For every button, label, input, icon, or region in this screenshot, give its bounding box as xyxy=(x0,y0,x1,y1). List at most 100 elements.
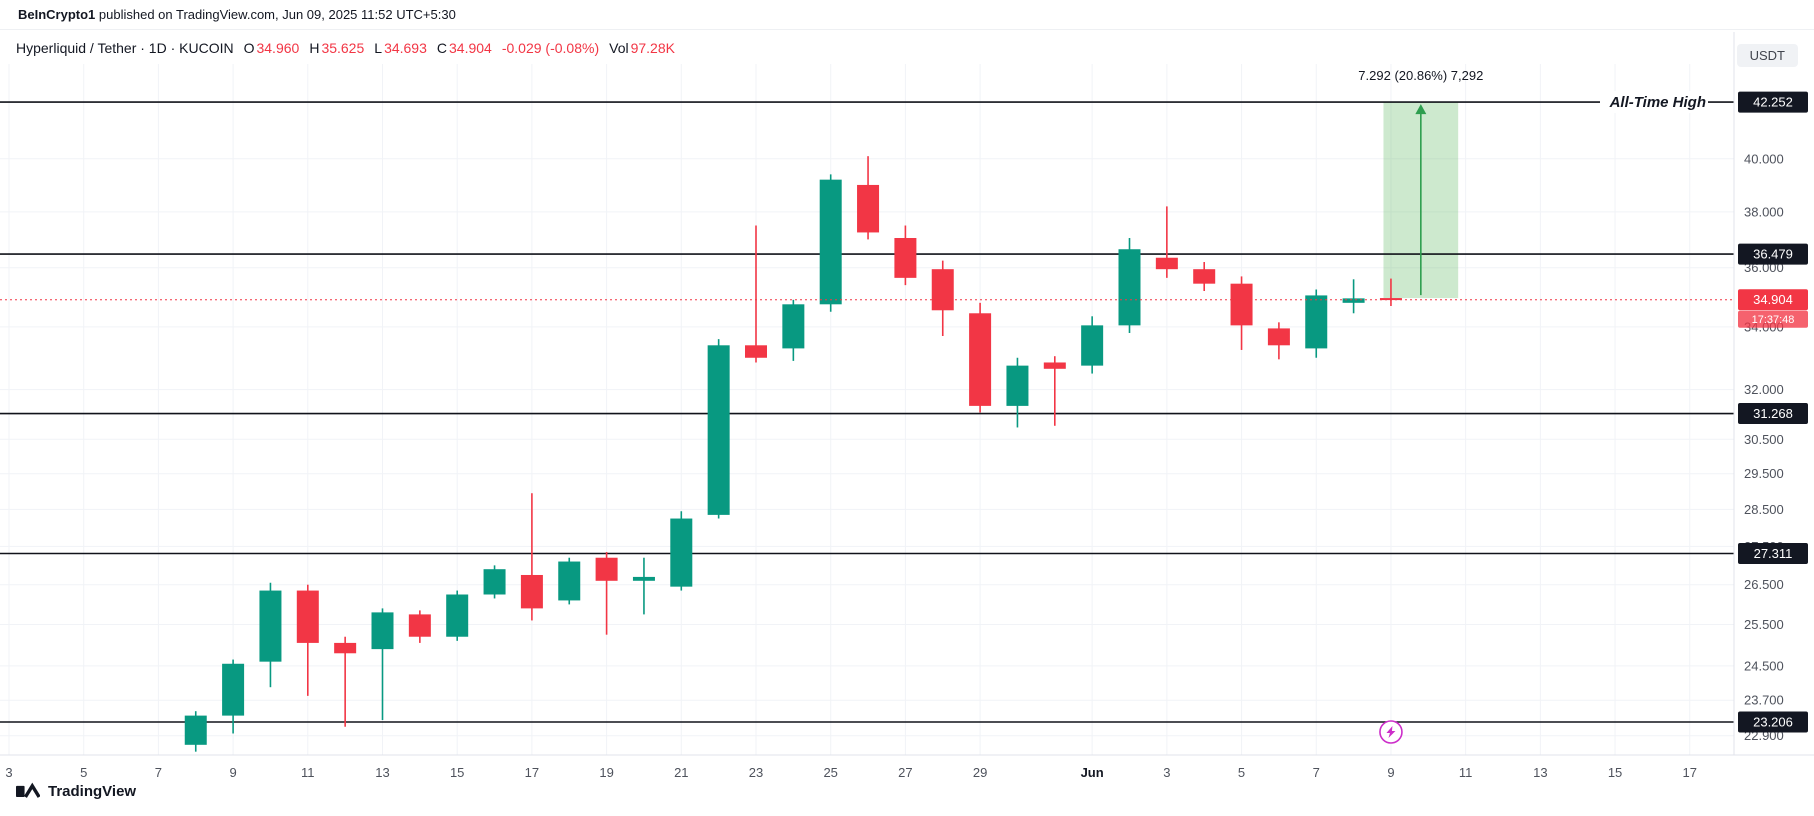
candle-body xyxy=(1081,325,1104,366)
time-tick-label: 15 xyxy=(1608,765,1622,780)
candle-body xyxy=(819,179,842,305)
time-tick-label: 23 xyxy=(749,765,763,780)
price-level-badge xyxy=(1738,711,1808,733)
price-level-badge-label: 36.479 xyxy=(1753,247,1793,262)
time-tick-label: 5 xyxy=(1238,765,1245,780)
ath-label: All-Time High xyxy=(1609,94,1706,111)
ohlc-open: O 34.960 xyxy=(243,40,300,56)
countdown-badge xyxy=(1738,310,1808,328)
price-level-badge-label: 42.252 xyxy=(1753,95,1793,110)
time-tick-label: 7 xyxy=(155,765,162,780)
volume-value: 97.28K xyxy=(630,40,675,56)
time-tick-label: 29 xyxy=(973,765,987,780)
time-tick-label: 17 xyxy=(525,765,539,780)
candle-body xyxy=(408,614,431,637)
candle-body xyxy=(1118,249,1141,326)
attribution-text: published on TradingView.com, Jun 09, 20… xyxy=(95,7,456,22)
candle-body xyxy=(259,590,282,662)
projection-label: 7.292 (20.86%) 7,292 xyxy=(1358,68,1483,83)
time-tick-label: 27 xyxy=(898,765,912,780)
attribution-author[interactable]: BeInCrypto1 xyxy=(18,7,96,22)
price-level-badge-label: 27.311 xyxy=(1754,546,1793,561)
attribution-bar: BeInCrypto1 published on TradingView.com… xyxy=(0,0,1814,30)
open-value: 34.960 xyxy=(256,40,300,56)
time-tick-label: 13 xyxy=(375,765,389,780)
price-level-badge xyxy=(1738,543,1808,565)
price-tick-label: 23.700 xyxy=(1744,693,1784,708)
time-tick-label: 13 xyxy=(1533,765,1547,780)
candle-body xyxy=(857,184,880,233)
volume: Vol 97.28K xyxy=(609,40,675,56)
candle-body xyxy=(558,561,581,601)
candle-body xyxy=(1155,257,1178,270)
price-tick-label: 24.500 xyxy=(1744,658,1784,673)
time-tick-label: 21 xyxy=(674,765,688,780)
current-price-badge-label: 34.904 xyxy=(1753,292,1793,307)
time-tick-label: 11 xyxy=(1459,765,1473,780)
ath-label-bg xyxy=(1600,91,1708,114)
candle-body xyxy=(1379,298,1402,301)
time-tick-label: 9 xyxy=(1387,765,1394,780)
time-tick-label: 25 xyxy=(823,765,837,780)
lightning-icon xyxy=(1386,726,1396,738)
symbol-title[interactable]: Hyperliquid / Tether · 1D · KUCOIN xyxy=(16,40,234,56)
high-value: 35.625 xyxy=(321,40,365,56)
ohlc-high: H 35.625 xyxy=(309,40,365,56)
candle-body xyxy=(184,715,207,745)
price-level-badge-label: 31.268 xyxy=(1753,406,1793,421)
tradingview-logo[interactable]: TradingView xyxy=(16,781,136,801)
low-value: 34.693 xyxy=(384,40,427,56)
candle-body xyxy=(1267,328,1290,346)
candle-body xyxy=(632,576,655,581)
time-tick-label: 11 xyxy=(301,765,315,780)
price-level-badge xyxy=(1738,91,1808,113)
ohlc-low: L 34.693 xyxy=(374,40,427,56)
candle-body xyxy=(222,663,245,716)
candle-body xyxy=(707,345,730,515)
tradingview-logo-icon xyxy=(16,782,40,798)
currency-badge[interactable]: USDT xyxy=(1736,44,1798,67)
change-value: -0.029 (-0.08%) xyxy=(501,40,600,56)
ohlc-close: C 34.904 xyxy=(436,40,492,56)
price-tick-label: 30.500 xyxy=(1744,432,1784,447)
candle-body xyxy=(1193,269,1216,284)
price-level-badge xyxy=(1738,403,1808,425)
time-tick-label: Jun xyxy=(1081,765,1104,780)
time-tick-label: 17 xyxy=(1683,765,1697,780)
price-tick-label: 28.500 xyxy=(1744,502,1784,517)
price-tick-label: 38.000 xyxy=(1744,204,1784,219)
candle-body xyxy=(296,590,319,643)
price-tick-label: 25.500 xyxy=(1744,617,1784,632)
price-level-badge-label: 23.206 xyxy=(1753,715,1793,730)
candle-body xyxy=(745,345,767,358)
candle-body xyxy=(1305,295,1328,349)
candle-body xyxy=(595,557,618,581)
current-price-badge xyxy=(1738,289,1808,311)
close-value: 34.904 xyxy=(449,40,492,56)
time-tick-label: 15 xyxy=(450,765,464,780)
countdown-label: 17:37:48 xyxy=(1752,314,1795,326)
candle-body xyxy=(670,518,693,587)
candle-body xyxy=(1230,283,1253,326)
candle-body xyxy=(969,313,992,406)
time-tick-label: 5 xyxy=(80,765,87,780)
symbol-legend: Hyperliquid / Tether · 1D · KUCOIN O 34.9… xyxy=(16,40,675,56)
price-level-badge xyxy=(1738,243,1808,265)
candle-body xyxy=(782,304,805,349)
projection-arrowhead xyxy=(1415,104,1427,115)
candle-body xyxy=(483,569,506,595)
candle-body xyxy=(371,612,394,650)
candle-body xyxy=(1342,298,1365,303)
price-tick-label: 26.500 xyxy=(1744,577,1784,592)
time-tick-label: 7 xyxy=(1313,765,1320,780)
price-tick-label: 40.000 xyxy=(1744,151,1784,166)
time-tick-label: 9 xyxy=(229,765,236,780)
time-tick-label: 3 xyxy=(5,765,12,780)
tradingview-logo-text: TradingView xyxy=(48,782,137,800)
candle-body xyxy=(334,642,357,654)
candle-body xyxy=(931,269,954,311)
time-tick-label: 19 xyxy=(599,765,613,780)
price-tick-label: 29.500 xyxy=(1744,466,1784,481)
